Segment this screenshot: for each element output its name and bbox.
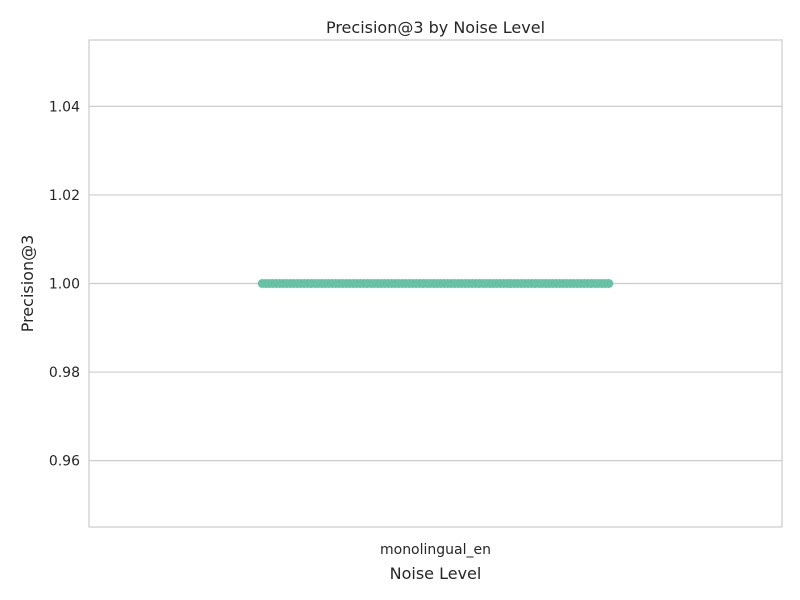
plot-frame xyxy=(88,39,783,528)
y-tick-labels: 0.96 0.98 1.00 1.02 1.04 xyxy=(49,99,80,469)
y-tick-label: 0.96 xyxy=(49,454,80,470)
data-point xyxy=(604,279,614,288)
y-tick-label: 0.98 xyxy=(49,365,80,381)
x-tick-label: monolingual_en xyxy=(380,542,491,558)
y-tick-label: 1.04 xyxy=(49,99,80,115)
x-axis-label: Noise Level xyxy=(390,564,482,583)
data-points xyxy=(257,279,614,288)
chart-title: Precision@3 by Noise Level xyxy=(326,18,545,37)
x-tick-labels: monolingual_en xyxy=(380,542,491,558)
y-tick-label: 1.00 xyxy=(49,277,80,293)
y-tick-label: 1.02 xyxy=(49,188,80,204)
y-axis-label: Precision@3 xyxy=(18,235,37,333)
